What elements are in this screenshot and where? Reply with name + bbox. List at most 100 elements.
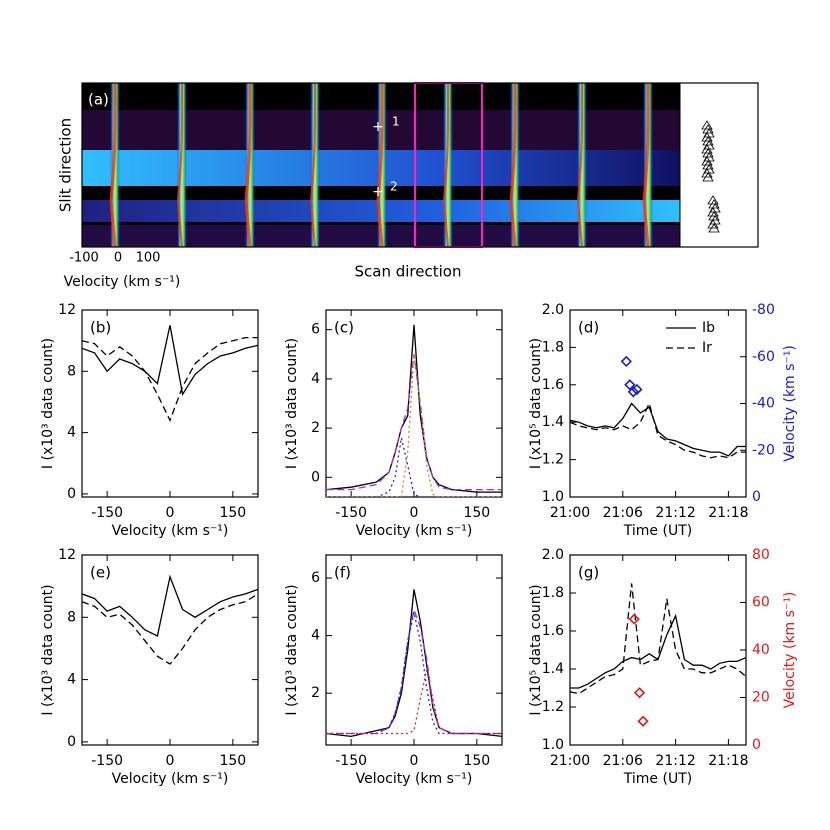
y-tick-label: 4 bbox=[67, 425, 76, 441]
triangle bbox=[701, 168, 713, 178]
x-axis-label: Velocity (km s⁻¹) bbox=[112, 523, 229, 539]
series-line bbox=[570, 613, 746, 689]
triangle bbox=[707, 207, 719, 217]
y2-axis-label: Velocity (km s⁻¹) bbox=[782, 345, 798, 462]
y-tick-label: 8 bbox=[67, 609, 76, 625]
y-tick-label: 6 bbox=[311, 570, 320, 586]
triangle bbox=[702, 172, 714, 182]
x-tick-label: 21:12 bbox=[655, 505, 695, 521]
plot-frame bbox=[81, 309, 259, 498]
x-axis-label: Velocity (km s⁻¹) bbox=[356, 771, 473, 787]
x-tick-label: 21:00 bbox=[550, 753, 590, 769]
plot-area bbox=[82, 325, 258, 423]
panel-label: (f) bbox=[334, 564, 351, 582]
data-point bbox=[620, 355, 632, 368]
series-line bbox=[326, 354, 502, 497]
panel-label: (c) bbox=[334, 319, 354, 337]
x-tick-label: -150 bbox=[335, 505, 367, 521]
x-tick-label: -150 bbox=[91, 505, 123, 521]
y-tick-label: 4 bbox=[311, 371, 320, 387]
panel-frame bbox=[81, 82, 759, 248]
x-tick-label: -150 bbox=[335, 753, 367, 769]
y-tick-label: 1.6 bbox=[542, 623, 564, 639]
triangle bbox=[709, 215, 721, 225]
series-line bbox=[570, 402, 746, 457]
series-line bbox=[326, 354, 502, 491]
x-axis-label: Time (UT) bbox=[623, 523, 692, 539]
y2-tick-label: 60 bbox=[752, 595, 770, 611]
triangle bbox=[702, 124, 714, 134]
series-line bbox=[326, 607, 502, 735]
y2-tick-label: -40 bbox=[752, 396, 775, 412]
image-streak-core bbox=[109, 83, 117, 248]
y-tick-label: 2 bbox=[311, 685, 320, 701]
triangle bbox=[708, 223, 720, 233]
annotation: 2 bbox=[390, 180, 398, 194]
series-line bbox=[326, 612, 502, 735]
panel-label: (b) bbox=[90, 319, 111, 337]
x-axis-label: Velocity (km s⁻¹) bbox=[356, 523, 473, 539]
y-tick-label: 0 bbox=[67, 486, 76, 502]
y-tick-label: 0 bbox=[67, 734, 76, 750]
series-line bbox=[326, 324, 502, 493]
plot-frame bbox=[325, 554, 503, 746]
image-streak-core bbox=[442, 83, 449, 248]
plot-frame bbox=[569, 554, 747, 746]
y2-tick-label: -60 bbox=[752, 349, 775, 365]
y-tick-label: 6 bbox=[311, 322, 320, 338]
image-streak-core bbox=[176, 83, 183, 248]
y-tick-label: 0 bbox=[311, 469, 320, 485]
x-axis-label: Scan direction bbox=[355, 263, 462, 281]
y2-tick-label: 40 bbox=[752, 642, 770, 658]
x-tick-label: 21:18 bbox=[708, 753, 748, 769]
y-axis-label: I (x10⁵ data count) bbox=[528, 584, 544, 715]
y2-tick-label: -80 bbox=[752, 302, 775, 318]
spectrogram-panel: + + 1 2 (a) Slit direction Scan directio… bbox=[57, 82, 759, 290]
y-axis-label: Slit direction bbox=[57, 118, 75, 212]
data-point bbox=[628, 613, 640, 625]
plot-area bbox=[326, 324, 502, 497]
y-axis-label: I (x10³ data count) bbox=[284, 338, 300, 469]
y2-tick-label: -20 bbox=[752, 442, 775, 458]
image-streak bbox=[443, 83, 453, 247]
y-tick-label: 8 bbox=[67, 363, 76, 379]
series-line bbox=[570, 401, 746, 459]
triangle bbox=[701, 144, 713, 154]
panel-label: (e) bbox=[90, 564, 111, 582]
y2-tick-label: 20 bbox=[752, 690, 770, 706]
series-line bbox=[82, 593, 258, 665]
triangle bbox=[702, 136, 714, 146]
x-tick-label: 150 bbox=[463, 753, 490, 769]
y-axis-label: I (x10³ data count) bbox=[284, 584, 300, 715]
triangle bbox=[703, 140, 715, 150]
triangle bbox=[708, 211, 720, 221]
legend-label: Ir bbox=[702, 340, 712, 356]
legend-label: Ib bbox=[702, 320, 715, 336]
series-line bbox=[326, 589, 502, 738]
y-tick-label: 2.0 bbox=[542, 302, 564, 318]
x-axis-label: Velocity (km s⁻¹) bbox=[112, 771, 229, 787]
plus-marker: + bbox=[372, 184, 384, 200]
image-streak-core bbox=[509, 83, 517, 248]
y-tick-label: 1.0 bbox=[542, 737, 564, 753]
panel-label: (a) bbox=[88, 91, 109, 109]
velocity-tick-label: -100 bbox=[69, 251, 99, 266]
velocity-tick-label: 100 bbox=[136, 251, 161, 266]
y2-tick-label: 0 bbox=[752, 489, 761, 505]
series-line bbox=[326, 670, 502, 735]
x-tick-label: 150 bbox=[219, 505, 246, 521]
image-streak bbox=[577, 83, 587, 247]
y-tick-label: 12 bbox=[58, 547, 76, 563]
y-tick-label: 1.4 bbox=[542, 414, 564, 430]
y-tick-label: 4 bbox=[311, 628, 320, 644]
triangle bbox=[708, 199, 720, 209]
y-tick-label: 1.8 bbox=[542, 585, 564, 601]
y2-tick-label: 0 bbox=[752, 737, 761, 753]
triangle-markers bbox=[701, 120, 721, 233]
y-tick-label: 2.0 bbox=[542, 547, 564, 563]
data-point bbox=[624, 379, 636, 391]
y-tick-label: 1.4 bbox=[542, 661, 564, 677]
series-line bbox=[82, 336, 258, 423]
y-tick-label: 4 bbox=[67, 672, 76, 688]
plot-area bbox=[82, 574, 258, 665]
